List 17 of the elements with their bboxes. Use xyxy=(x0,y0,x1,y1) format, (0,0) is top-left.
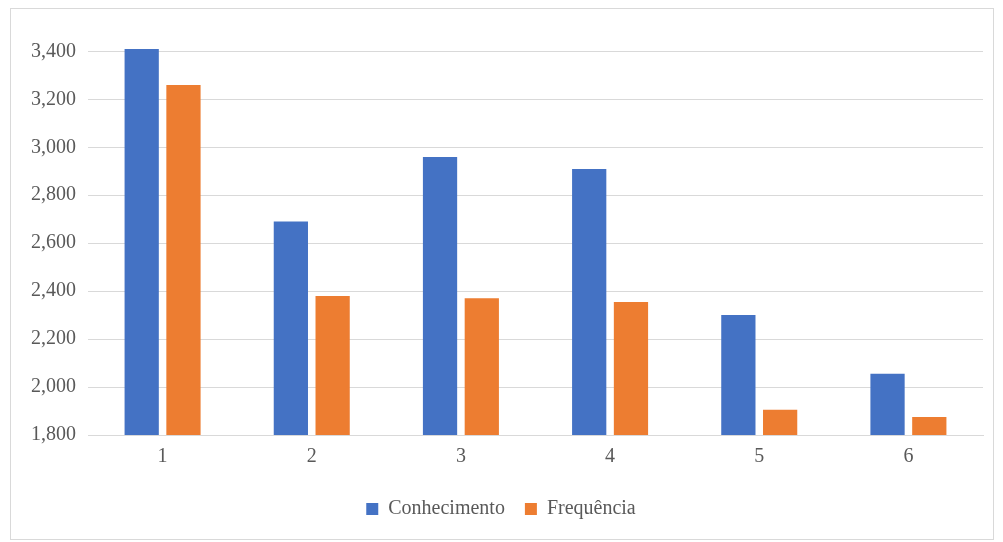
y-tick-label: 2,800 xyxy=(31,182,76,205)
x-tick-label: 6 xyxy=(903,444,914,467)
y-tick-label: 2,200 xyxy=(31,326,76,349)
x-tick-label: 2 xyxy=(306,444,317,467)
x-tick-label: 3 xyxy=(455,444,466,467)
y-tick-label: 2,000 xyxy=(31,374,76,397)
x-tick-label: 1 xyxy=(157,444,168,467)
y-tick-label: 3,200 xyxy=(31,86,76,109)
y-tick-label: 2,600 xyxy=(31,230,76,253)
y-tick-label: 3,000 xyxy=(31,134,76,157)
x-tick-label: 5 xyxy=(754,444,765,467)
y-tick-label: 2,400 xyxy=(31,278,76,301)
legend-label: Conhecimento xyxy=(388,496,505,519)
x-tick-label: 4 xyxy=(605,444,616,467)
legend-label: Frequência xyxy=(546,496,636,520)
y-tick-label: 1,800 xyxy=(31,422,76,445)
y-tick-label: 3,400 xyxy=(31,38,76,61)
